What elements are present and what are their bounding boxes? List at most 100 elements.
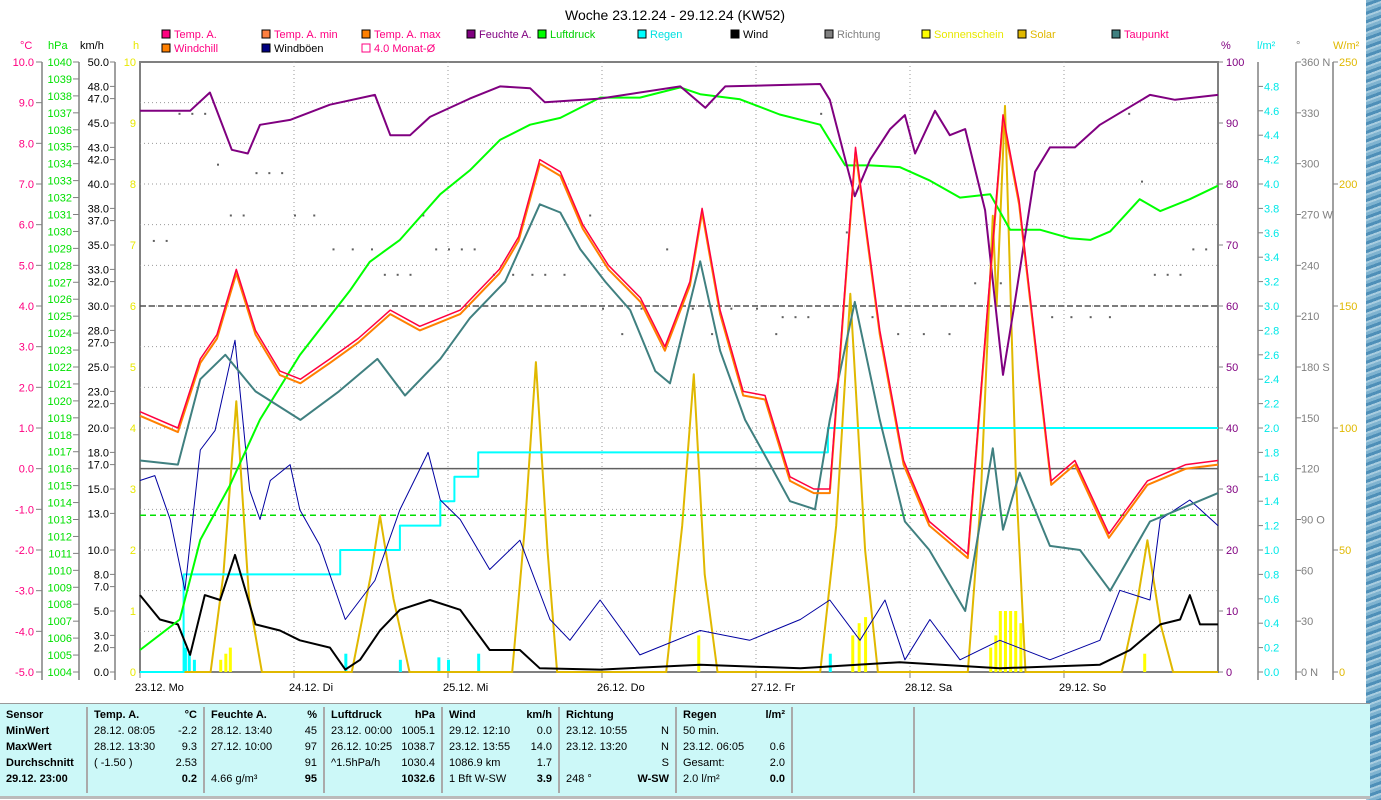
temp-max-time: 28.12. 13:30 [94, 741, 156, 753]
hum-current-value: 95 [304, 773, 317, 785]
dir-avg: S [560, 755, 675, 771]
rain-tick-label: 3.6 [1264, 228, 1279, 240]
plot-area [139, 61, 1219, 673]
col-humidity: Feuchte A.% 28.12. 13:40 45 27.12. 10:00 9… [205, 707, 325, 793]
solar-tick-label: 0 [1339, 667, 1345, 679]
hum-min-time: 28.12. 13:40 [211, 725, 273, 737]
sun-tick-label: 3 [130, 484, 136, 496]
pressure-tick-label: 1012 [48, 531, 72, 543]
wind-tick-label: 42.0 [88, 155, 109, 167]
legend-label: 4.0 Monat-Ø [374, 43, 436, 55]
col-pressure: Luftdruck hPa 23.12. 00:00 1005.1 26.12. 1… [325, 707, 443, 793]
statistics-table: Sensor MinWert MaxWert Durchschnitt 29.1… [0, 703, 1370, 799]
temp-tick-label: 9.0 [19, 98, 34, 110]
direction-dot [435, 248, 438, 251]
direction-dot [730, 307, 733, 310]
day-label: 23.12. Mo [135, 682, 184, 694]
legend-label: Richtung [837, 29, 880, 41]
rain-current-value: 0.0 [769, 773, 785, 785]
rain-bar [192, 659, 196, 672]
press-avg-value: 1030.4 [401, 757, 435, 769]
direction-dot [191, 112, 194, 115]
temp-tick-label: 3.0 [19, 342, 34, 354]
pressure-tick-label: 1007 [48, 616, 72, 628]
rain-tick-label: 1.4 [1264, 496, 1279, 508]
wind-avg-value: 1.7 [536, 757, 552, 769]
col-sensor: Sensor MinWert MaxWert Durchschnitt 29.1… [0, 707, 88, 793]
wind-tick-label: 27.0 [88, 338, 109, 350]
legend-label: Windböen [274, 43, 324, 55]
col-rain: Regen l/m² 50 min. 23.12. 06:05 0.6 Gesamt… [677, 707, 793, 793]
rain-tick-label: 0.8 [1264, 569, 1279, 581]
wind-tick-label: 22.0 [88, 399, 109, 411]
pressure-tick-label: 1033 [48, 176, 72, 188]
legend-swatch-2 [361, 29, 371, 39]
rain-bar [477, 653, 481, 672]
rain-cur: 2.0 l/m² 0.0 [677, 771, 791, 787]
dir-min: 23.12. 10:55 N [560, 723, 675, 739]
temp-tick-label: 8.0 [19, 138, 34, 150]
dir-max: 23.12. 13:20 N [560, 739, 675, 755]
humidity-tick-label: 20 [1226, 545, 1238, 557]
pressure-tick-label: 1038 [48, 91, 72, 103]
pressure-tick-label: 1015 [48, 481, 72, 493]
legend-swatch-4 [537, 29, 547, 39]
hum-min: 28.12. 13:40 45 [205, 723, 323, 739]
rain-tick-label: 1.8 [1264, 447, 1279, 459]
direction-dot [383, 273, 386, 276]
col-empty-1 [793, 707, 915, 793]
rain-bar [437, 657, 441, 672]
temp-min: 28.12. 08:05 -2.2 [88, 723, 203, 739]
dir-current-value: W-SW [637, 773, 669, 785]
wind-tick-label: 40.0 [88, 179, 109, 191]
pressure-tick-label: 1014 [48, 498, 72, 510]
direction-dot [531, 273, 534, 276]
pressure-tick-label: 1028 [48, 260, 72, 272]
wind-tick-label: 33.0 [88, 264, 109, 276]
dir-max-value: N [661, 741, 669, 753]
wind-tick-label: 37.0 [88, 216, 109, 228]
press-max-time: 26.12. 10:25 [331, 741, 393, 753]
hdr-wind-label: Wind [449, 709, 476, 721]
direction-tick-label: 270 W [1301, 210, 1333, 222]
humidity-axis-unit: % [1221, 40, 1231, 52]
direction-dot [1128, 112, 1131, 115]
sunshine-bar [994, 635, 998, 672]
wind-avg: 1086.9 km 1.7 [443, 755, 558, 771]
legend-label: Luftdruck [550, 29, 596, 41]
direction-dot [512, 273, 515, 276]
wind-max-time: 23.12. 13:55 [449, 741, 511, 753]
sunshine-bar [851, 635, 855, 672]
sunshine-bar [224, 653, 228, 672]
sun-tick-label: 4 [130, 423, 136, 435]
wind-bft: 1 Bft W-SW [449, 773, 507, 785]
direction-tick-label: 210 [1301, 311, 1319, 323]
direction-dot [807, 316, 810, 319]
wind-tick-label: 7.0 [94, 582, 109, 594]
direction-dot [1179, 273, 1182, 276]
temp-tick-label: 7.0 [19, 179, 34, 191]
legend-swatch-8 [921, 29, 931, 39]
hum-avg-value: 91 [304, 757, 317, 769]
direction-dot [544, 273, 547, 276]
direction-dot [281, 172, 284, 175]
legend-label: Solar [1030, 29, 1056, 41]
sunshine-bar [219, 659, 223, 672]
dir-degrees: 248 ° [566, 773, 592, 785]
pressure-tick-label: 1021 [48, 379, 72, 391]
humidity-tick-label: 80 [1226, 179, 1238, 191]
wind-tick-label: 20.0 [88, 423, 109, 435]
temp-tick-label: 10.0 [13, 57, 34, 69]
humidity-tick-label: 100 [1226, 57, 1244, 69]
humidity-tick-label: 30 [1226, 484, 1238, 496]
legend-label: Taupunkt [1124, 29, 1169, 41]
legend-label: Temp. A. max [374, 29, 441, 41]
direction-tick-label: 0 N [1301, 667, 1318, 679]
wind-tick-label: 13.0 [88, 508, 109, 520]
legend-swatch-9 [1017, 29, 1027, 39]
wind-tick-label: 48.0 [88, 81, 109, 93]
humidity-tick-label: 60 [1226, 301, 1238, 313]
wind-tick-label: 38.0 [88, 203, 109, 215]
direction-tick-label: 330 [1301, 108, 1319, 120]
rain-tick-label: 3.8 [1264, 203, 1279, 215]
